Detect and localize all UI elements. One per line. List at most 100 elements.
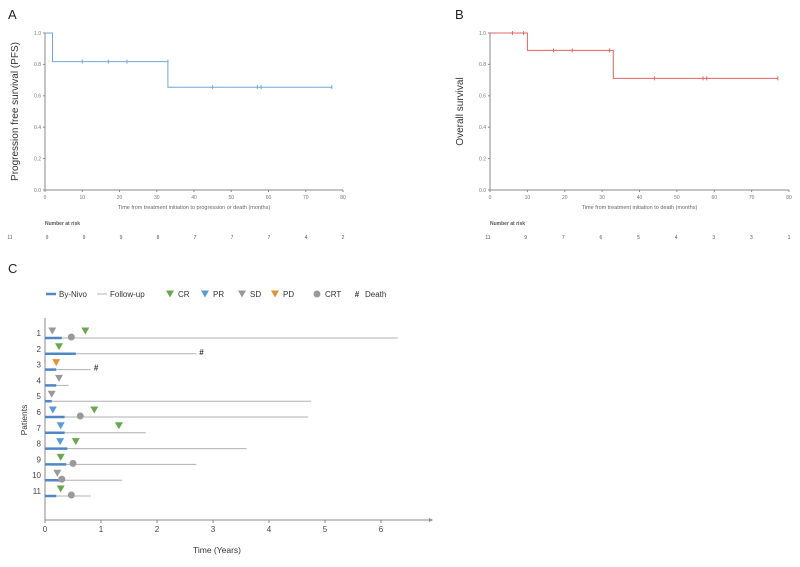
patient-label: 6 [37, 408, 42, 417]
crt-marker [67, 333, 75, 341]
y-tick-label: 0.8 [34, 62, 41, 68]
response-marker-cr [55, 343, 63, 351]
x-axis-title: Time from treatment initiation to death … [582, 205, 698, 211]
legend-swatch-triangle [271, 290, 279, 298]
legend-label: By-Nivo [59, 290, 88, 299]
x-axis-arrow [429, 518, 433, 522]
risk-count: 6 [599, 235, 602, 241]
risk-count: 5 [637, 235, 640, 241]
x-tick-label: 3 [211, 525, 216, 534]
response-marker-cr [81, 327, 90, 335]
patient-label: 3 [37, 361, 42, 370]
y-axis-title: Overall survival [455, 77, 466, 145]
patient-label: 5 [37, 392, 42, 401]
x-tick-label: 20 [562, 195, 568, 201]
patient-label: 2 [37, 345, 42, 354]
risk-count: 8 [157, 235, 160, 241]
risk-table-title: Number at risk [490, 221, 525, 227]
x-tick-label: 60 [711, 195, 717, 201]
x-tick-label: 4 [267, 525, 272, 534]
response-marker-pr [56, 422, 65, 430]
x-tick-label: 50 [228, 195, 234, 201]
risk-count: 11 [7, 235, 12, 241]
x-tick-label: 0 [489, 195, 492, 201]
legend-swatch-triangle [238, 290, 246, 298]
y-tick-label: 0.4 [479, 125, 486, 131]
crt-marker [76, 412, 84, 420]
y-tick-label: 1.0 [34, 31, 41, 37]
death-marker: # [94, 364, 99, 373]
response-marker-pr [56, 438, 65, 446]
response-marker-cr [56, 453, 65, 461]
risk-count: 2 [342, 235, 345, 241]
x-tick-label: 40 [191, 195, 197, 201]
response-marker-sd [47, 390, 56, 398]
survival-curve [490, 32, 778, 79]
y-tick-label: 0.6 [479, 94, 486, 100]
y-tick-label: 0.6 [34, 94, 41, 100]
panel-label: C [8, 261, 17, 276]
legend-swatch-triangle [166, 290, 174, 298]
y-tick-label: 0.2 [479, 156, 486, 162]
y-tick-label: 1.0 [479, 31, 486, 37]
patient-label: 7 [37, 424, 42, 433]
x-tick-label: 80 [786, 195, 792, 201]
legend-swatch-circle [313, 290, 321, 298]
response-marker-cr [71, 438, 80, 446]
legend-label: SD [250, 290, 261, 299]
patient-label: 10 [32, 471, 41, 480]
x-tick-label: 1 [99, 525, 104, 534]
crt-marker [67, 491, 75, 499]
y-tick-label: 0.4 [34, 125, 41, 131]
risk-count: 7 [194, 235, 197, 241]
risk-count: 3 [712, 235, 715, 241]
x-tick-label: 50 [674, 195, 680, 201]
legend-label: Death [365, 290, 386, 299]
risk-count: 4 [675, 235, 678, 241]
risk-count: 9 [120, 235, 123, 241]
response-marker-cr [114, 422, 123, 430]
response-marker-cr [90, 406, 99, 414]
x-tick-label: 0 [43, 525, 48, 534]
x-tick-label: 60 [266, 195, 272, 201]
response-marker-pr [48, 406, 57, 414]
x-axis-title: Time from treatment initiation to progre… [118, 205, 271, 211]
x-tick-label: 70 [303, 195, 309, 201]
patient-label: 1 [37, 329, 42, 338]
crt-marker [58, 475, 66, 483]
y-axis-title: Patients [19, 405, 29, 436]
response-marker-cr [56, 485, 65, 493]
x-tick-label: 30 [154, 195, 160, 201]
risk-count: 3 [750, 235, 753, 241]
risk-table-title: Number at risk [45, 221, 80, 227]
x-tick-label: 2 [155, 525, 160, 534]
legend-swatch-hash: # [355, 290, 360, 299]
risk-count: 4 [305, 235, 308, 241]
risk-count: 9 [83, 235, 86, 241]
response-marker-pd [52, 359, 61, 367]
x-tick-label: 40 [637, 195, 643, 201]
y-tick-label: 0.0 [34, 188, 41, 194]
patient-label: 8 [37, 440, 42, 449]
risk-count: 9 [524, 235, 527, 241]
x-tick-label: 5 [323, 525, 328, 534]
x-tick-label: 70 [749, 195, 755, 201]
risk-count: 7 [231, 235, 234, 241]
x-tick-label: 10 [525, 195, 531, 201]
x-tick-label: 80 [340, 195, 346, 201]
x-tick-label: 0 [44, 195, 47, 201]
legend-label: Follow-up [110, 290, 145, 299]
patient-label: 9 [37, 455, 42, 464]
legend-label: PR [213, 290, 224, 299]
x-axis-title: Time (Years) [193, 545, 241, 555]
legend-swatch-triangle [201, 290, 209, 298]
legend-label: CRT [325, 290, 341, 299]
patient-label: 4 [37, 376, 42, 385]
y-axis-title: Progression free survival (PFS) [10, 42, 21, 181]
y-tick-label: 0.8 [479, 62, 486, 68]
death-marker: # [199, 348, 204, 357]
x-tick-label: 30 [599, 195, 605, 201]
panel-label: B [455, 7, 464, 22]
x-tick-label: 10 [79, 195, 85, 201]
